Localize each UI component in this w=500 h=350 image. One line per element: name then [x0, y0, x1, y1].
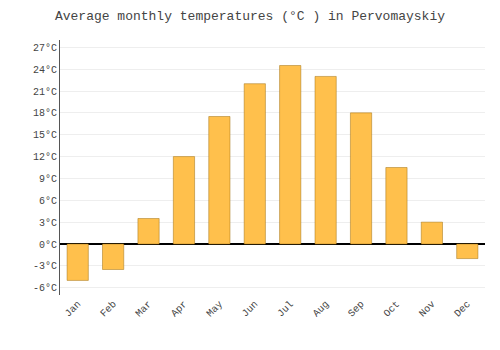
- svg-text:Jun: Jun: [240, 299, 261, 320]
- svg-text:Jan: Jan: [63, 299, 84, 320]
- svg-text:Apr: Apr: [169, 299, 190, 320]
- svg-text:Average monthly temperatures (: Average monthly temperatures (°C ) in Pe…: [55, 9, 445, 24]
- svg-text:6°C: 6°C: [39, 196, 57, 207]
- svg-text:Feb: Feb: [98, 299, 119, 320]
- svg-text:Dec: Dec: [452, 299, 473, 320]
- svg-text:May: May: [205, 299, 226, 320]
- svg-text:Nov: Nov: [417, 299, 438, 320]
- svg-text:21°C: 21°C: [33, 87, 57, 98]
- svg-text:27°C: 27°C: [33, 43, 57, 54]
- svg-text:Jul: Jul: [275, 299, 296, 320]
- svg-text:0°C: 0°C: [39, 240, 57, 251]
- svg-text:Sep: Sep: [346, 299, 367, 320]
- svg-text:24°C: 24°C: [33, 65, 57, 76]
- svg-text:12°C: 12°C: [33, 152, 57, 163]
- svg-text:Oct: Oct: [382, 299, 403, 320]
- svg-text:9°C: 9°C: [39, 174, 57, 185]
- svg-text:-6°C: -6°C: [33, 283, 57, 294]
- svg-text:Mar: Mar: [134, 299, 155, 320]
- svg-text:15°C: 15°C: [33, 130, 57, 141]
- svg-text:Aug: Aug: [311, 299, 332, 320]
- svg-text:18°C: 18°C: [33, 108, 57, 119]
- svg-text:3°C: 3°C: [39, 218, 57, 229]
- svg-text:-3°C: -3°C: [33, 261, 57, 272]
